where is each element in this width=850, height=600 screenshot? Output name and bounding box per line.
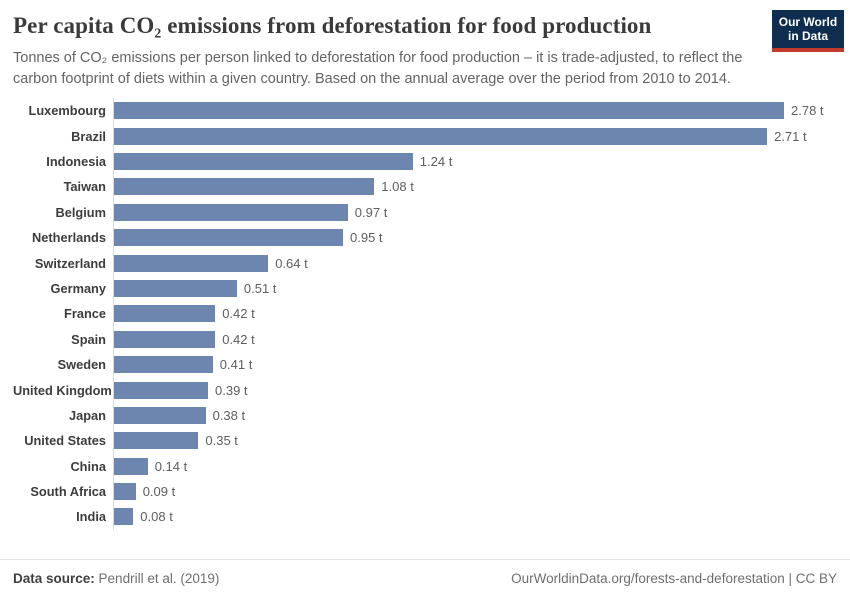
value-label: 0.42 t [222,331,255,347]
country-label[interactable]: France [64,306,106,322]
bar[interactable] [114,432,199,450]
data-source: Data source: Pendrill et al. (2019) [13,571,219,586]
country-label[interactable]: Luxembourg [28,103,107,119]
value-label: 0.64 t [275,255,308,271]
bar-track: 0.35 t [113,428,837,454]
country-label[interactable]: United States [24,433,106,449]
bar-rows: Luxembourg 2.78 t Brazil 2.71 t Indonesi… [13,98,837,530]
bar-row: Netherlands 0.95 t [13,224,837,251]
bar-track: 0.08 t [113,504,837,530]
bar-track: 0.64 t [113,250,837,276]
country-label[interactable]: Indonesia [46,154,106,169]
bar-track: 2.71 t [113,123,837,149]
page-title: Per capita CO₂ emissions from deforestat… [13,13,652,38]
bar[interactable] [114,356,213,374]
bar-row: South Africa 0.09 t [13,478,837,505]
bar-row: Switzerland 0.64 t [13,250,837,276]
data-source-value: Pendrill et al. (2019) [98,571,220,586]
value-label: 2.71 t [774,128,807,144]
country-label[interactable]: Germany [50,280,106,296]
country-label[interactable]: India [76,509,106,525]
country-label[interactable]: United Kingdom [13,382,112,398]
value-label: 0.38 t [212,407,246,423]
value-label: 0.09 t [142,484,176,500]
bar-row: Japan 0.38 t [13,402,837,429]
bar-track: 0.42 t [113,301,837,327]
bar[interactable] [114,381,208,399]
bar[interactable] [114,457,148,475]
bar-row: Sweden 0.41 t [13,351,837,378]
bar-track: 0.42 t [113,326,837,352]
bar-track: 1.24 t [113,148,837,175]
bar-row: United Kingdom 0.39 t [13,377,837,403]
bar[interactable] [114,178,375,196]
bar-track: 0.97 t [113,199,837,225]
bar-row: Belgium 0.97 t [13,199,837,225]
bar[interactable] [114,305,216,323]
value-label: 0.35 t [205,433,238,449]
bar-track: 0.41 t [113,351,837,378]
bar[interactable] [114,483,136,501]
bar-track: 0.39 t [113,377,837,403]
bar-row: Luxembourg 2.78 t [13,98,837,124]
bar-track: 0.38 t [113,402,837,429]
bar-track: 2.78 t [113,98,837,124]
value-label: 0.95 t [350,230,383,246]
data-source-label: Data source: [13,571,95,586]
bar-row: Taiwan 1.08 t [13,174,837,200]
chart-header: Per capita CO₂ emissions from deforestat… [0,0,850,90]
country-label[interactable]: Netherlands [32,230,106,246]
footer-link[interactable]: OurWorldinData.org/forests-and-deforesta… [511,571,837,586]
bar-row: Indonesia 1.24 t [13,148,837,175]
bar[interactable] [114,406,206,424]
bar-row: China 0.14 t [13,453,837,479]
bar[interactable] [114,153,413,170]
bar[interactable] [114,279,237,297]
bar[interactable] [114,203,348,221]
country-label[interactable]: South Africa [30,484,106,500]
bar-track: 0.09 t [113,478,837,505]
value-label: 0.41 t [219,357,253,373]
bar-track: 0.95 t [113,224,837,251]
bar-row: Germany 0.51 t [13,275,837,302]
country-label[interactable]: Sweden [57,357,106,373]
bar-chart: Luxembourg 2.78 t Brazil 2.71 t Indonesi… [0,98,850,559]
country-label[interactable]: Japan [69,407,106,423]
value-label: 0.08 t [140,509,173,525]
country-label[interactable]: Brazil [71,128,106,144]
value-label: 0.42 t [222,306,255,322]
country-label[interactable]: Spain [71,331,106,347]
owid-logo-line2: in Data [787,29,828,43]
value-label: 0.97 t [354,204,388,220]
bar[interactable] [114,102,784,120]
bar-row: France 0.42 t [13,301,837,327]
bar[interactable] [114,254,269,272]
country-label[interactable]: Belgium [55,204,106,220]
value-label: 0.39 t [215,382,248,398]
country-label[interactable]: China [70,458,106,474]
chart-footer: Data source: Pendrill et al. (2019) OurW… [0,559,850,600]
bar-track: 0.14 t [113,453,837,479]
bar[interactable] [114,229,343,247]
value-label: 2.78 t [791,103,824,119]
owid-logo-line1: Our World [778,15,838,29]
bar-track: 1.08 t [113,174,837,200]
country-label[interactable]: Switzerland [34,255,106,271]
value-label: 1.24 t [419,154,453,169]
value-label: 0.14 t [154,458,188,474]
bar[interactable] [114,508,134,526]
bar[interactable] [114,330,216,348]
bar-row: Spain 0.42 t [13,326,837,352]
country-label[interactable]: Taiwan [63,179,106,195]
value-label: 0.51 t [243,280,277,296]
bar-row: Brazil 2.71 t [13,123,837,149]
bar-track: 0.51 t [113,275,837,302]
chart-subtitle: Tonnes of CO₂ emissions per person linke… [13,50,743,88]
bar-row: United States 0.35 t [13,428,837,454]
owid-logo[interactable]: Our World in Data [772,10,844,52]
value-label: 1.08 t [381,179,414,195]
bar-row: India 0.08 t [13,504,837,530]
bar[interactable] [114,127,768,145]
